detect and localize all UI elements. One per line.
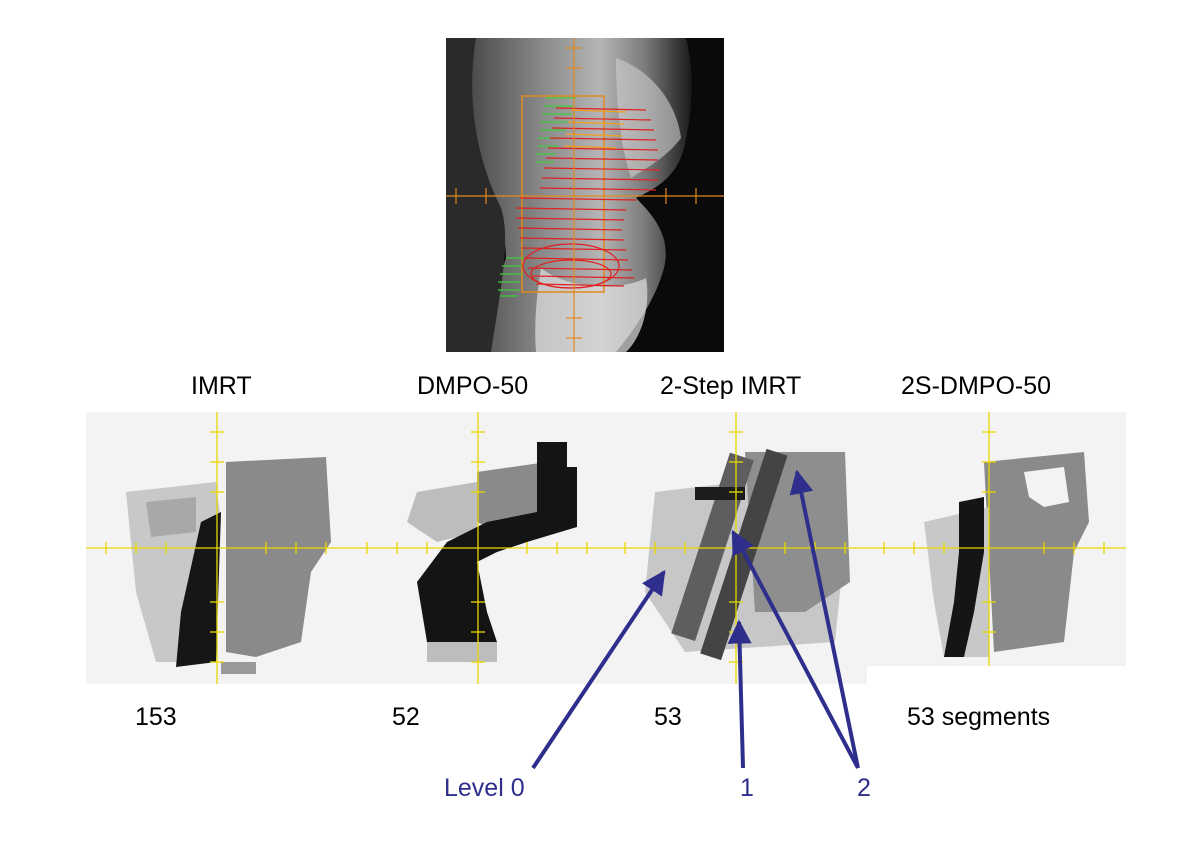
- segment-count-2s-dmpo-50: 53 segments: [907, 703, 1051, 731]
- annotation-level-1: 1: [740, 774, 754, 802]
- panel-title-imrt: IMRT: [191, 372, 252, 400]
- segment-count-imrt: 153: [135, 703, 177, 731]
- segment-count-2-step-imrt: 53: [654, 703, 682, 731]
- fluence-map-2s-dmpo-50: [864, 412, 1126, 666]
- panel-title-dmpo-50: DMPO-50: [417, 372, 529, 400]
- fluence-map-imrt: [86, 412, 348, 684]
- panel-title-2s-dmpo-50: 2S-DMPO-50: [901, 372, 1052, 400]
- fluence-map-dmpo-50: [347, 412, 609, 684]
- segment-count-dmpo-50: 52: [392, 703, 420, 731]
- fluence-map-2-step-imrt: [605, 412, 867, 684]
- annotation-level-0: Level 0: [444, 774, 525, 802]
- annotation-level-2: 2: [857, 774, 871, 802]
- panel-title-2-step-imrt: 2-Step IMRT: [660, 372, 802, 400]
- ct-beams-eye-view-image: [446, 38, 724, 352]
